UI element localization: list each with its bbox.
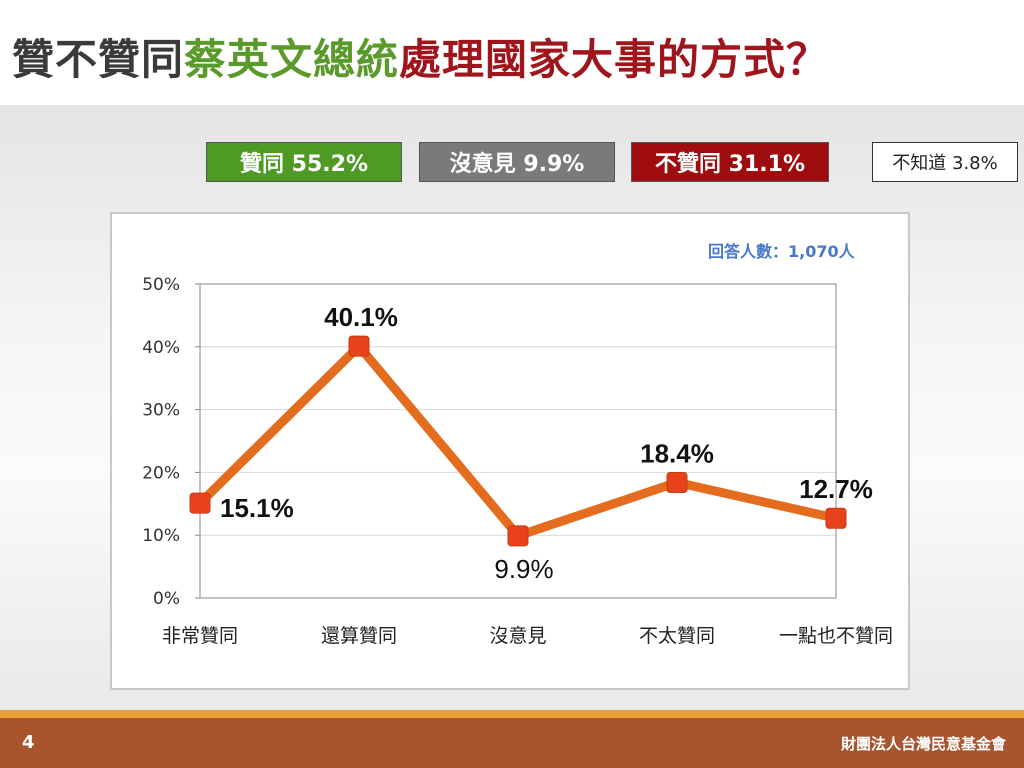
y-tick-label: 40% [142, 338, 180, 358]
title-bar: 贊不贊同蔡英文總統處理國家大事的方式？ [0, 0, 1024, 105]
unknown-badge: 不知道 3.8% [872, 142, 1018, 182]
page-title: 贊不贊同蔡英文總統處理國家大事的方式？ [12, 26, 829, 87]
x-category-label: 還算贊同 [321, 625, 397, 647]
agree-badge: 贊同 55.2% [206, 142, 402, 182]
disagree-badge: 不贊同 31.1% [631, 142, 829, 182]
organization-name: 財團法人台灣民意基金會 [840, 735, 1006, 753]
title-part-2: 蔡英文總統 [184, 35, 400, 84]
series-line [195, 341, 841, 541]
data-label: 18.4% [640, 438, 714, 468]
footer-bar [0, 718, 1024, 768]
y-tick-label: 20% [142, 463, 180, 483]
y-tick-label: 10% [142, 526, 180, 546]
data-point [348, 335, 370, 357]
plot-area-border [199, 283, 837, 599]
data-label: 9.9% [494, 554, 553, 584]
y-tick-label: 30% [142, 401, 180, 421]
footer-accent-line [0, 710, 1024, 718]
data-point [666, 471, 688, 493]
page-number: 4 [22, 732, 35, 753]
data-label: 12.7% [799, 474, 873, 504]
y-tick-label: 0% [153, 589, 180, 609]
x-category-label: 一點也不贊同 [779, 625, 893, 647]
data-point [825, 507, 847, 529]
data-point [507, 525, 529, 547]
data-label: 40.1% [324, 302, 398, 332]
x-category-label: 非常贊同 [162, 625, 238, 647]
x-category-label: 沒意見 [489, 625, 546, 647]
y-tick-label: 50% [142, 275, 180, 295]
chart-panel [110, 212, 910, 690]
title-part-1: 贊不贊同 [12, 35, 185, 84]
title-part-3: 處理國家大事的方式？ [399, 35, 830, 84]
data-label: 15.1% [220, 493, 294, 523]
data-point [189, 492, 211, 514]
respondents-count: 回答人數：1,070人 [708, 242, 855, 261]
neutral-badge: 沒意見 9.9% [419, 142, 615, 182]
x-category-label: 不太贊同 [639, 625, 715, 647]
